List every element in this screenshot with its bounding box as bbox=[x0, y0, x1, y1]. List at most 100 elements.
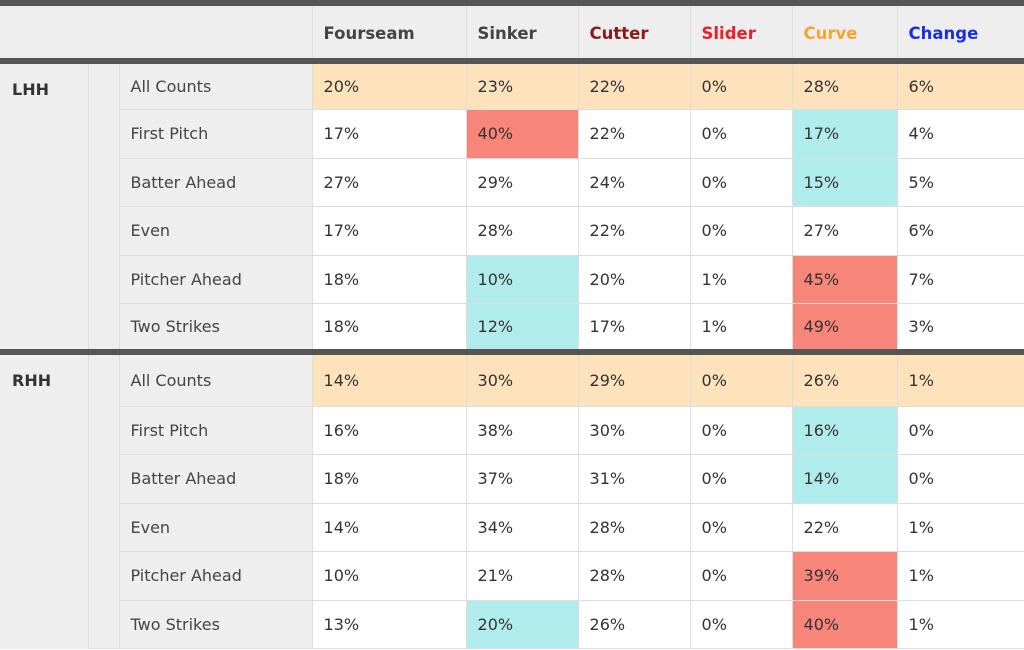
value-cell: 1% bbox=[690, 255, 793, 304]
value-cell: 13% bbox=[312, 600, 467, 649]
value-cell: 0% bbox=[690, 600, 793, 649]
value-cell: 0% bbox=[690, 206, 793, 256]
value-cell: 0% bbox=[690, 349, 793, 407]
value-cell: 34% bbox=[466, 503, 579, 552]
value-cell: 1% bbox=[690, 303, 793, 353]
value-cell: 22% bbox=[578, 206, 691, 256]
count-label: All Counts bbox=[119, 61, 313, 110]
column-header[interactable]: Sinker bbox=[466, 0, 579, 64]
value-cell: 31% bbox=[578, 454, 691, 504]
value-cell: 17% bbox=[792, 109, 898, 159]
column-header[interactable]: Slider bbox=[690, 0, 793, 64]
value-cell: 1% bbox=[897, 600, 1024, 649]
table-row: Pitcher Ahead 18% 10% 20% 1% 45% 7% bbox=[0, 255, 1024, 304]
value-cell: 14% bbox=[792, 454, 898, 504]
value-cell: 0% bbox=[690, 61, 793, 110]
count-label: Even bbox=[119, 503, 313, 552]
table-row: Batter Ahead 18% 37% 31% 0% 14% 0% bbox=[0, 454, 1024, 504]
value-cell: 39% bbox=[792, 551, 898, 601]
value-cell: 30% bbox=[578, 406, 691, 455]
value-cell: 17% bbox=[312, 109, 467, 159]
value-cell: 1% bbox=[897, 349, 1024, 407]
count-label: Even bbox=[119, 206, 313, 256]
value-cell: 40% bbox=[792, 600, 898, 649]
value-cell: 30% bbox=[466, 349, 579, 407]
value-cell: 18% bbox=[312, 303, 467, 353]
value-cell: 49% bbox=[792, 303, 898, 353]
value-cell: 7% bbox=[897, 255, 1024, 304]
table-row: Two Strikes 13% 20% 26% 0% 40% 1% bbox=[0, 600, 1024, 649]
value-cell: 3% bbox=[897, 303, 1024, 353]
value-cell: 0% bbox=[690, 406, 793, 455]
value-cell: 17% bbox=[578, 303, 691, 353]
value-cell: 5% bbox=[897, 158, 1024, 207]
value-cell: 22% bbox=[578, 109, 691, 159]
value-cell: 0% bbox=[690, 454, 793, 504]
value-cell: 1% bbox=[897, 503, 1024, 552]
value-cell: 24% bbox=[578, 158, 691, 207]
count-label: Pitcher Ahead bbox=[119, 255, 313, 304]
value-cell: 38% bbox=[466, 406, 579, 455]
count-label: First Pitch bbox=[119, 109, 313, 159]
table-row: RHH All Counts 14% 30% 29% 0% 26% 1% bbox=[0, 349, 1024, 649]
value-cell: 20% bbox=[578, 255, 691, 304]
value-cell: 6% bbox=[897, 206, 1024, 256]
value-cell: 14% bbox=[312, 503, 467, 552]
table-row: First Pitch 17% 40% 22% 0% 17% 4% bbox=[0, 109, 1024, 159]
value-cell: 20% bbox=[466, 600, 579, 649]
group-rhh: RHH All Counts 14% 30% 29% 0% 26% 1% First Pitch… bbox=[0, 349, 1024, 649]
value-cell: 18% bbox=[312, 454, 467, 504]
value-cell: 10% bbox=[312, 551, 467, 601]
value-cell: 12% bbox=[466, 303, 579, 353]
table-row: LHH All Counts 20% 23% 22% 0% 28% 6% bbox=[0, 61, 1024, 353]
table-row: First Pitch 16% 38% 30% 0% 16% 0% bbox=[0, 406, 1024, 455]
value-cell: 0% bbox=[897, 406, 1024, 455]
value-cell: 27% bbox=[312, 158, 467, 207]
table-row: Even 14% 34% 28% 0% 22% 1% bbox=[0, 503, 1024, 552]
column-header[interactable]: Fourseam bbox=[312, 0, 467, 64]
value-cell: 0% bbox=[690, 503, 793, 552]
value-cell: 4% bbox=[897, 109, 1024, 159]
value-cell: 27% bbox=[792, 206, 898, 256]
column-header[interactable]: Change bbox=[897, 0, 1024, 64]
value-cell: 28% bbox=[578, 503, 691, 552]
count-label: First Pitch bbox=[119, 406, 313, 455]
value-cell: 22% bbox=[578, 61, 691, 110]
count-label: All Counts bbox=[119, 349, 313, 407]
column-header[interactable]: Cutter bbox=[578, 0, 691, 64]
value-cell: 18% bbox=[312, 255, 467, 304]
value-cell: 22% bbox=[792, 503, 898, 552]
group-lhh: LHH All Counts 20% 23% 22% 0% 28% 6% First Pitch… bbox=[0, 61, 1024, 353]
table-row: Two Strikes 18% 12% 17% 1% 49% 3% bbox=[0, 303, 1024, 353]
value-cell: 0% bbox=[690, 551, 793, 601]
value-cell: 40% bbox=[466, 109, 579, 159]
count-label: Two Strikes bbox=[119, 303, 313, 353]
value-cell: 21% bbox=[466, 551, 579, 601]
value-cell: 6% bbox=[897, 61, 1024, 110]
value-cell: 29% bbox=[466, 158, 579, 207]
column-header[interactable]: Curve bbox=[792, 0, 898, 64]
table-row: Batter Ahead 27% 29% 24% 0% 15% 5% bbox=[0, 158, 1024, 207]
value-cell: 23% bbox=[466, 61, 579, 110]
value-cell: 15% bbox=[792, 158, 898, 207]
value-cell: 0% bbox=[897, 454, 1024, 504]
batter-hand-label: RHH bbox=[0, 349, 89, 649]
count-label: Two Strikes bbox=[119, 600, 313, 649]
table-row: Even 17% 28% 22% 0% 27% 6% bbox=[0, 206, 1024, 256]
value-cell: 37% bbox=[466, 454, 579, 504]
value-cell: 14% bbox=[312, 349, 467, 407]
spacer-column bbox=[88, 349, 120, 649]
value-cell: 29% bbox=[578, 349, 691, 407]
header-row: Fourseam Sinker Cutter Slider Curve Chan… bbox=[0, 0, 1024, 64]
value-cell: 0% bbox=[690, 158, 793, 207]
value-cell: 26% bbox=[792, 349, 898, 407]
value-cell: 28% bbox=[466, 206, 579, 256]
value-cell: 10% bbox=[466, 255, 579, 304]
value-cell: 16% bbox=[312, 406, 467, 455]
value-cell: 26% bbox=[578, 600, 691, 649]
spacer-column bbox=[88, 61, 120, 353]
value-cell: 45% bbox=[792, 255, 898, 304]
count-label: Batter Ahead bbox=[119, 454, 313, 504]
